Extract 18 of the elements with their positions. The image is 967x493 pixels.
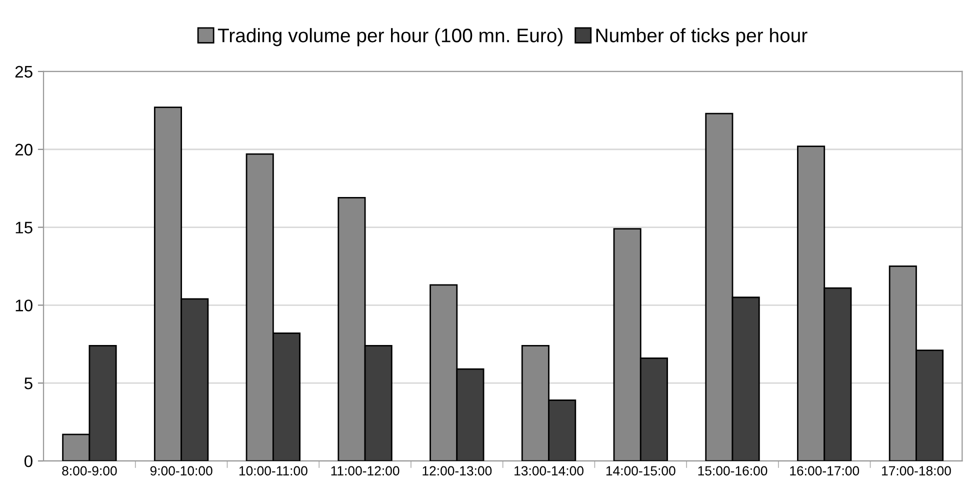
- x-tick-label: 10:00-11:00: [239, 466, 308, 476]
- y-tick-label: 5: [24, 378, 32, 390]
- y-tick-label: 20: [15, 144, 32, 156]
- x-tick-label: 13:00-14:00: [514, 466, 584, 476]
- legend-label: Trading volume per hour (100 mn. Euro): [218, 28, 562, 46]
- x-tick-label: 9:00-10:00: [150, 466, 212, 476]
- y-tick-label: 10: [16, 300, 32, 312]
- x-tick-label: 11:00-12:00: [331, 466, 400, 476]
- y-tick-label: 25: [15, 66, 32, 78]
- x-tick-label: 8:00-9:00: [62, 466, 117, 476]
- x-tick-label: 12:00-13:00: [422, 466, 492, 476]
- x-tick-label: 16:00-17:00: [790, 466, 860, 476]
- legend-label: Number of ticks per hour: [596, 28, 808, 46]
- y-tick-label: 15: [16, 222, 32, 234]
- x-tick-label: 14:00-15:00: [606, 466, 676, 476]
- x-tick-label: 15:00-16:00: [698, 466, 768, 476]
- y-tick-label: 0: [24, 455, 32, 468]
- x-tick-label: 17:00-18:00: [882, 466, 951, 476]
